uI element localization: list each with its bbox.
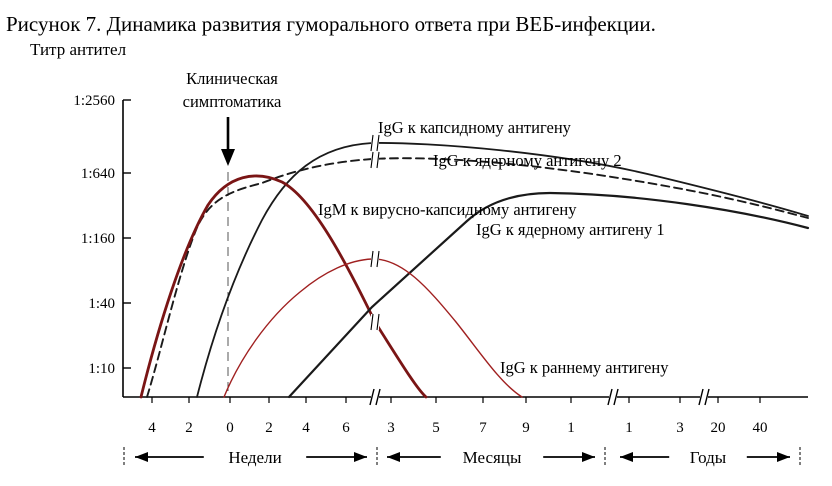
curve-igg-ebna2 (146, 157, 809, 398)
y-tick-label: 1:10 (88, 361, 115, 377)
axis-break-gap (609, 390, 617, 404)
x-tick-label: 0 (226, 420, 234, 436)
curve-break-mark (370, 134, 374, 152)
axis-break-mark (613, 388, 619, 406)
x-tick-label: 7 (479, 420, 487, 436)
period-label: Недели (228, 448, 281, 467)
curve-break-mark (370, 250, 374, 268)
x-tick-label: 9 (522, 420, 530, 436)
axis-break-mark (369, 388, 375, 406)
axis-break-mark (375, 388, 381, 406)
curves (139, 142, 810, 399)
period-label: Месяцы (463, 448, 522, 467)
clinical-arrow-head (221, 149, 235, 166)
chart-title: Рисунок 7. Динамика развития гуморальног… (6, 12, 656, 36)
period-arrow-head-left (620, 452, 633, 462)
x-tick-label: 3 (387, 420, 395, 436)
period-arrow-head-right (582, 452, 595, 462)
y-axis-label: Титр антител (30, 40, 127, 59)
series-label-igg-ea: IgG к раннему антигену (500, 358, 669, 377)
curve-break-gap (371, 314, 379, 330)
series-label-igg-ebna1: IgG к ядерному антигену 1 (476, 220, 665, 239)
y-tick-label: 1:640 (81, 166, 115, 182)
period-arrow-head-left (135, 452, 148, 462)
x-tick-label: 20 (711, 420, 726, 436)
period-arrow-head-right (354, 452, 367, 462)
y-tick-label: 1:2560 (73, 93, 115, 109)
curve-break-mark (376, 134, 380, 152)
curve-break-gap (371, 135, 379, 151)
x-tick-label: 3 (676, 420, 684, 436)
period-bar: Недели Месяцы Годы (123, 447, 801, 467)
axis-break-mark (698, 388, 704, 406)
curve-igg-ebna1 (287, 191, 810, 399)
curve-break-mark (376, 250, 380, 268)
curve-break-gap (371, 251, 379, 267)
y-tick-label: 1:160 (81, 231, 115, 247)
series-label-igm-vca: IgM к вирусно-капсидному антигену (318, 200, 577, 219)
x-tick-label: 4 (302, 420, 310, 436)
curve-break-mark (370, 151, 374, 169)
curve-igg-vca (196, 142, 809, 398)
x-tick-label: 1 (567, 420, 575, 436)
period-arrow-head-right (777, 452, 790, 462)
curve-break-gap (371, 152, 379, 168)
axis-break-gap (371, 390, 379, 404)
x-tick-label: 1 (625, 420, 633, 436)
x-tick-label: 2 (185, 420, 193, 436)
clinical-label-line2: симптоматика (183, 92, 282, 111)
curve-break-mark (376, 313, 380, 331)
period-arrow-head-left (387, 452, 400, 462)
clinical-label-line1: Клиническая (186, 69, 278, 88)
series-labels: IgG к капсидному антигену IgG к ядерному… (318, 118, 669, 377)
curve-igm-vca (139, 174, 428, 399)
x-tick-label: 2 (265, 420, 273, 436)
clinical-annotation: Клиническая симптоматика (183, 69, 282, 166)
x-tick-label: 4 (148, 420, 156, 436)
axis-break-mark (704, 388, 710, 406)
x-tick-label: 40 (753, 420, 768, 436)
curve-break-mark (370, 313, 374, 331)
axis-break-mark (607, 388, 613, 406)
series-label-igg-vca: IgG к капсидному антигену (378, 118, 572, 137)
period-label: Годы (690, 448, 727, 467)
axis-break-gap (700, 390, 708, 404)
x-tick-label: 6 (342, 420, 350, 436)
x-tick-label: 5 (432, 420, 440, 436)
curve-break-mark (376, 151, 380, 169)
series-label-igg-ebna2: IgG к ядерному антигену 2 (433, 151, 622, 170)
y-tick-label: 1:40 (88, 296, 115, 312)
